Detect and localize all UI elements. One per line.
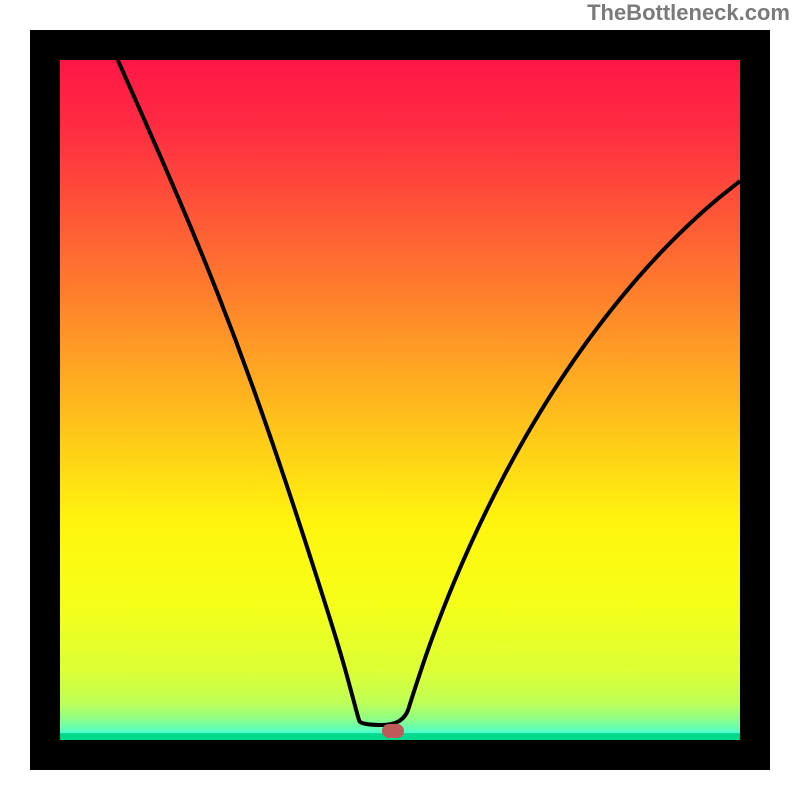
optimal-point-marker xyxy=(382,724,404,738)
bottleneck-chart xyxy=(0,0,800,800)
chart-container: TheBottleneck.com xyxy=(0,0,800,800)
gradient-background xyxy=(60,60,740,740)
attribution-text: TheBottleneck.com xyxy=(587,0,790,26)
